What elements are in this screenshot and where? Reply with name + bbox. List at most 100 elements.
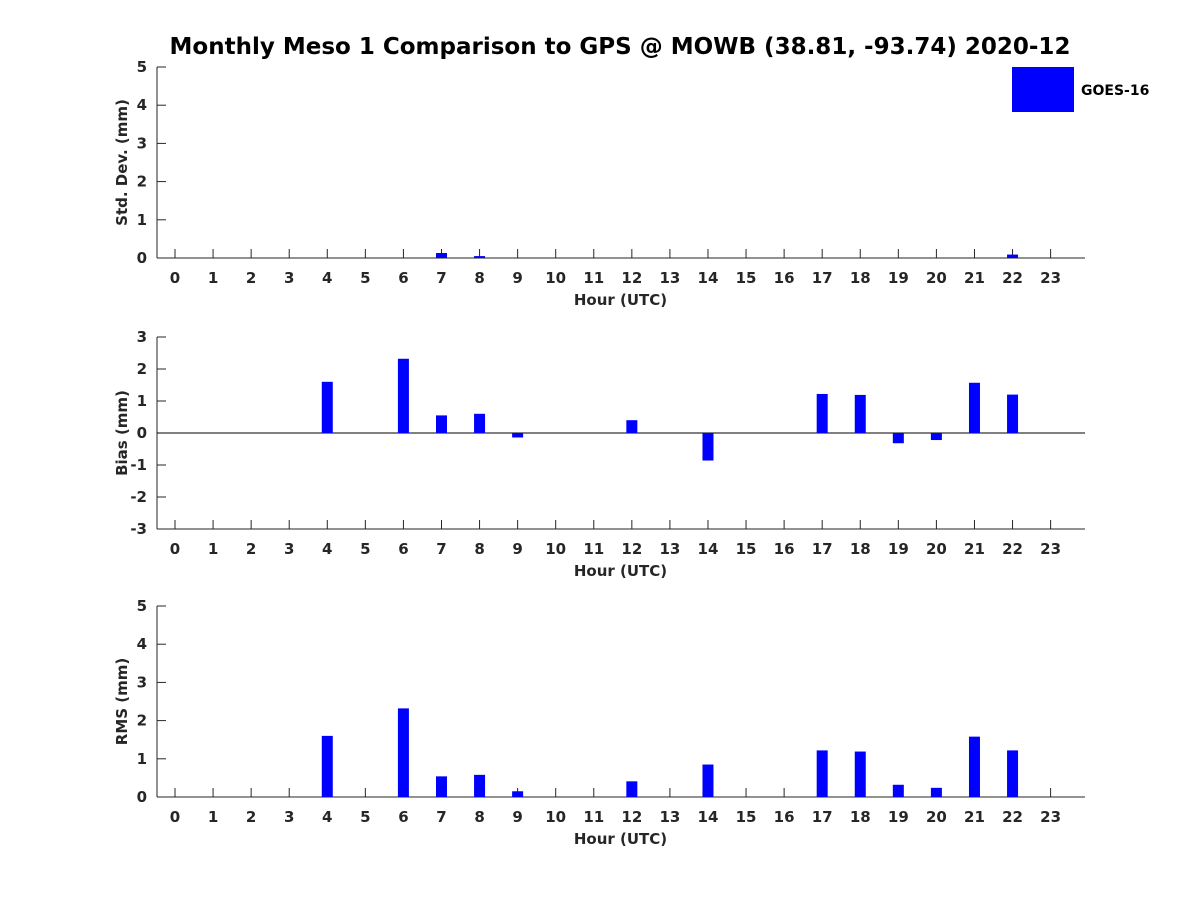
x-tick-label: 22 [1002, 540, 1023, 558]
y-tick-label: 5 [137, 58, 147, 76]
x-tick-label: 7 [436, 269, 446, 287]
y-axis-label: Std. Dev. (mm) [113, 99, 131, 226]
y-tick-label: 3 [137, 134, 147, 152]
x-tick-label: 1 [208, 269, 218, 287]
bar-hour-7 [435, 253, 447, 258]
bar-hour-12 [626, 420, 638, 433]
y-tick-label: 1 [137, 392, 147, 410]
bar-hour-18 [854, 394, 866, 433]
bar-hour-8 [474, 256, 486, 258]
x-tick-label: 20 [926, 540, 947, 558]
x-axis-label: Hour (UTC) [574, 830, 667, 848]
bar-hour-22 [1007, 750, 1019, 797]
y-axis-label: RMS (mm) [113, 658, 131, 745]
bar-hour-19 [892, 784, 904, 797]
x-tick-label: 17 [812, 269, 833, 287]
bar-hour-20 [930, 433, 942, 441]
x-tick-label: 4 [322, 808, 332, 826]
x-tick-label: 11 [583, 540, 604, 558]
y-tick-label: -3 [130, 520, 147, 538]
y-tick-label: 3 [137, 328, 147, 346]
y-axis-label: Bias (mm) [113, 390, 131, 476]
x-tick-label: 2 [246, 540, 256, 558]
x-tick-label: 23 [1040, 808, 1061, 826]
x-axis-label: Hour (UTC) [574, 562, 667, 580]
x-tick-label: 23 [1040, 269, 1061, 287]
x-tick-label: 16 [774, 540, 795, 558]
chart-title: Monthly Meso 1 Comparison to GPS @ MOWB … [170, 34, 1071, 60]
bar-hour-21 [968, 382, 980, 433]
x-tick-label: 15 [736, 269, 757, 287]
x-tick-label: 18 [850, 269, 871, 287]
y-tick-label: 3 [137, 673, 147, 691]
legend: GOES-16 [1012, 67, 1149, 112]
x-tick-label: 4 [322, 540, 332, 558]
x-tick-label: 13 [659, 269, 680, 287]
bar-hour-17 [816, 393, 828, 433]
bar-hour-8 [474, 774, 486, 797]
bar-hour-17 [816, 750, 828, 797]
x-tick-label: 17 [812, 540, 833, 558]
x-tick-label: 15 [736, 540, 757, 558]
x-tick-label: 5 [360, 269, 370, 287]
x-tick-label: 1 [208, 808, 218, 826]
x-tick-label: 12 [621, 269, 642, 287]
bar-hour-7 [435, 415, 447, 433]
bar-hour-8 [474, 413, 486, 433]
x-tick-label: 6 [398, 540, 408, 558]
x-tick-label: 16 [774, 808, 795, 826]
x-tick-label: 1 [208, 540, 218, 558]
bar-hour-22 [1007, 254, 1019, 258]
x-tick-label: 7 [436, 808, 446, 826]
x-tick-label: 6 [398, 808, 408, 826]
x-tick-label: 18 [850, 808, 871, 826]
legend-swatch [1012, 67, 1074, 112]
x-tick-label: 11 [583, 269, 604, 287]
legend-label: GOES-16 [1081, 83, 1149, 99]
x-tick-label: 14 [698, 808, 719, 826]
bar-hour-21 [968, 736, 980, 797]
y-tick-label: -2 [130, 488, 147, 506]
x-tick-label: 6 [398, 269, 408, 287]
x-tick-label: 17 [812, 808, 833, 826]
x-tick-label: 8 [474, 269, 484, 287]
y-tick-label: 2 [137, 360, 147, 378]
bar-hour-18 [854, 751, 866, 797]
y-tick-label: 0 [137, 788, 147, 806]
x-tick-label: 8 [474, 540, 484, 558]
y-tick-label: 2 [137, 712, 147, 730]
x-tick-label: 14 [698, 540, 719, 558]
x-tick-label: 9 [512, 540, 522, 558]
x-tick-label: 22 [1002, 808, 1023, 826]
x-tick-label: 9 [512, 269, 522, 287]
x-tick-label: 19 [888, 808, 909, 826]
x-tick-label: 15 [736, 808, 757, 826]
x-tick-label: 9 [512, 808, 522, 826]
x-tick-label: 5 [360, 540, 370, 558]
x-tick-label: 21 [964, 808, 985, 826]
bar-hour-14 [702, 433, 714, 461]
x-tick-label: 12 [621, 808, 642, 826]
x-tick-label: 10 [545, 540, 566, 558]
bar-hour-22 [1007, 394, 1019, 433]
x-tick-label: 3 [284, 269, 294, 287]
bar-hour-7 [435, 776, 447, 797]
x-tick-label: 8 [474, 808, 484, 826]
x-tick-label: 2 [246, 269, 256, 287]
bar-hour-9 [512, 433, 524, 438]
bar-hour-20 [930, 787, 942, 797]
x-tick-label: 16 [774, 269, 795, 287]
x-tick-label: 3 [284, 540, 294, 558]
x-tick-label: 20 [926, 269, 947, 287]
x-axis-label: Hour (UTC) [574, 291, 667, 309]
bar-hour-4 [321, 381, 333, 433]
x-tick-label: 7 [436, 540, 446, 558]
x-tick-label: 19 [888, 269, 909, 287]
x-tick-label: 18 [850, 540, 871, 558]
x-tick-label: 19 [888, 540, 909, 558]
x-tick-label: 14 [698, 269, 719, 287]
x-tick-label: 0 [170, 269, 180, 287]
